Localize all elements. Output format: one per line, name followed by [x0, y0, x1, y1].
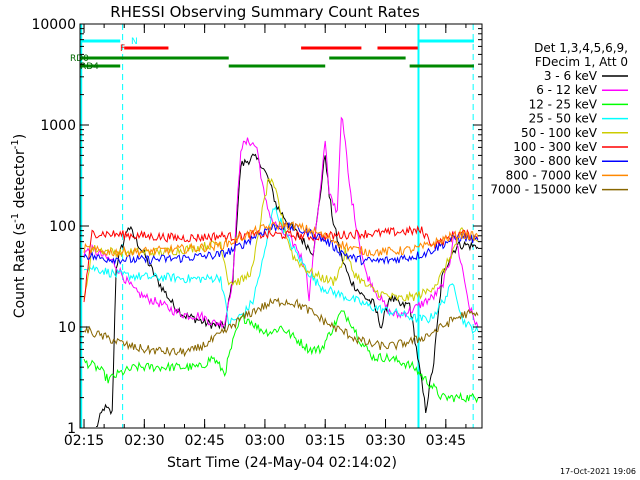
series-line-4 [83, 177, 479, 302]
series-line-6 [83, 221, 479, 266]
legend-label: 12 - 25 keV [529, 97, 598, 111]
series-line-1 [83, 116, 479, 329]
y-axis-label: Count Rate (s-1 detector-1) [10, 134, 28, 318]
timestamp: 17-Oct-2021 19:06 [560, 467, 636, 476]
legend: Det 1,3,4,5,6,9, FDecim 1, Att 0 3 - 6 k… [490, 41, 628, 197]
legend-label: 50 - 100 keV [521, 126, 598, 140]
legend-label: 100 - 300 keV [513, 140, 597, 154]
y-axis: 1 10 100 1000 10000 [31, 17, 482, 437]
x-tick-label: 03:45 [426, 433, 466, 449]
x-tick-label: 02:30 [124, 433, 164, 449]
series-line-8 [83, 297, 479, 358]
x-tick-label: 03:30 [365, 433, 405, 449]
y-tick-label: 10000 [31, 17, 76, 33]
chart-title: RHESSI Observing Summary Count Rates [110, 3, 420, 21]
y-tick-label: 10 [58, 320, 76, 336]
y-tick-label: 1 [67, 421, 76, 437]
legend-label: 800 - 7000 keV [506, 168, 598, 182]
legend-label: 300 - 800 keV [513, 154, 597, 168]
series-line-5 [83, 225, 479, 303]
flag-label-n: N [131, 37, 138, 47]
y-label-sup1: -1 [10, 213, 21, 223]
x-axis-label: Start Time (24-May-04 02:14:02) [167, 455, 397, 471]
legend-header-2: FDecim 1, Att 0 [535, 55, 628, 69]
series-line-3 [83, 205, 479, 335]
series-line-7 [83, 220, 479, 259]
x-tick-label: 02:15 [64, 433, 104, 449]
y-tick-label: 100 [49, 219, 76, 235]
legend-label: 3 - 6 keV [544, 69, 598, 83]
y-label-end: ) [12, 134, 28, 139]
y-tick-label: 1000 [40, 118, 76, 134]
y-label-mid: detector [12, 149, 28, 213]
x-tick-label: 02:45 [184, 433, 224, 449]
legend-label: 25 - 50 keV [529, 112, 598, 126]
legend-header-1: Det 1,3,4,5,6,9, [534, 41, 628, 55]
y-label-main: Count Rate (s [12, 223, 28, 318]
series-line-0 [95, 153, 479, 428]
x-axis: 02:15 02:30 02:45 03:00 03:15 03:30 03:45 [64, 24, 467, 449]
flag-label-rd4: RD4 [80, 62, 99, 72]
legend-label: 6 - 12 keV [536, 83, 598, 97]
x-tick-label: 03:00 [245, 433, 285, 449]
y-label-sup2: -1 [10, 139, 21, 149]
x-tick-label: 03:15 [305, 433, 345, 449]
series-line-2 [83, 310, 479, 404]
legend-label: 7000 - 15000 keV [490, 183, 597, 197]
flag-label-f: F [120, 44, 125, 54]
